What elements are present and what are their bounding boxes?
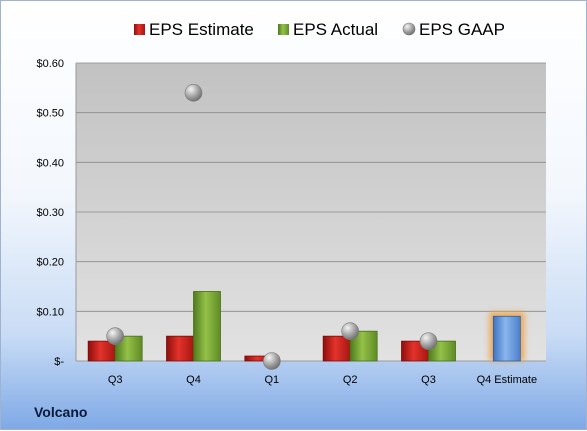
legend-actual-swatch [278,24,289,35]
y-tick-label: $0.30 [36,207,64,219]
y-tick-label: $0.20 [36,257,64,269]
eps-estimate-bar [166,335,194,362]
y-tick-label: $0.40 [36,157,64,169]
y-tick-label: $0.60 [36,58,64,70]
x-tick-label: Q2 [343,374,358,386]
eps-gaap-marker [341,322,359,341]
legend-label: EPS GAAP [419,20,505,39]
eps-gaap-marker [419,332,438,350]
eps-gaap-marker [263,352,281,370]
eps-gaap-marker [184,84,203,102]
x-tick-label: Q1 [264,374,279,386]
eps-gaap-marker [106,327,124,345]
legend-label: EPS Estimate [149,20,254,39]
x-tick-label: Q4 [186,374,201,386]
y-tick-label: $- [54,356,64,368]
y-tick-label: $0.50 [36,108,64,120]
x-tick-label: Q3 [421,374,436,386]
eps-actual-bar [193,291,221,362]
x-tick-label: Q3 [108,374,123,386]
legend-label: EPS Actual [293,20,378,39]
x-tick-label: Q4 Estimate [477,374,538,386]
y-tick-label: $0.10 [36,306,64,318]
company-name: Volcano [34,404,88,420]
legend-estimate-swatch [134,24,145,35]
eps-estimate-bar [87,340,116,362]
legend-gaap-swatch [402,22,416,36]
eps-estimate-q4-bar [492,315,521,362]
eps-estimate-bar [322,335,351,362]
